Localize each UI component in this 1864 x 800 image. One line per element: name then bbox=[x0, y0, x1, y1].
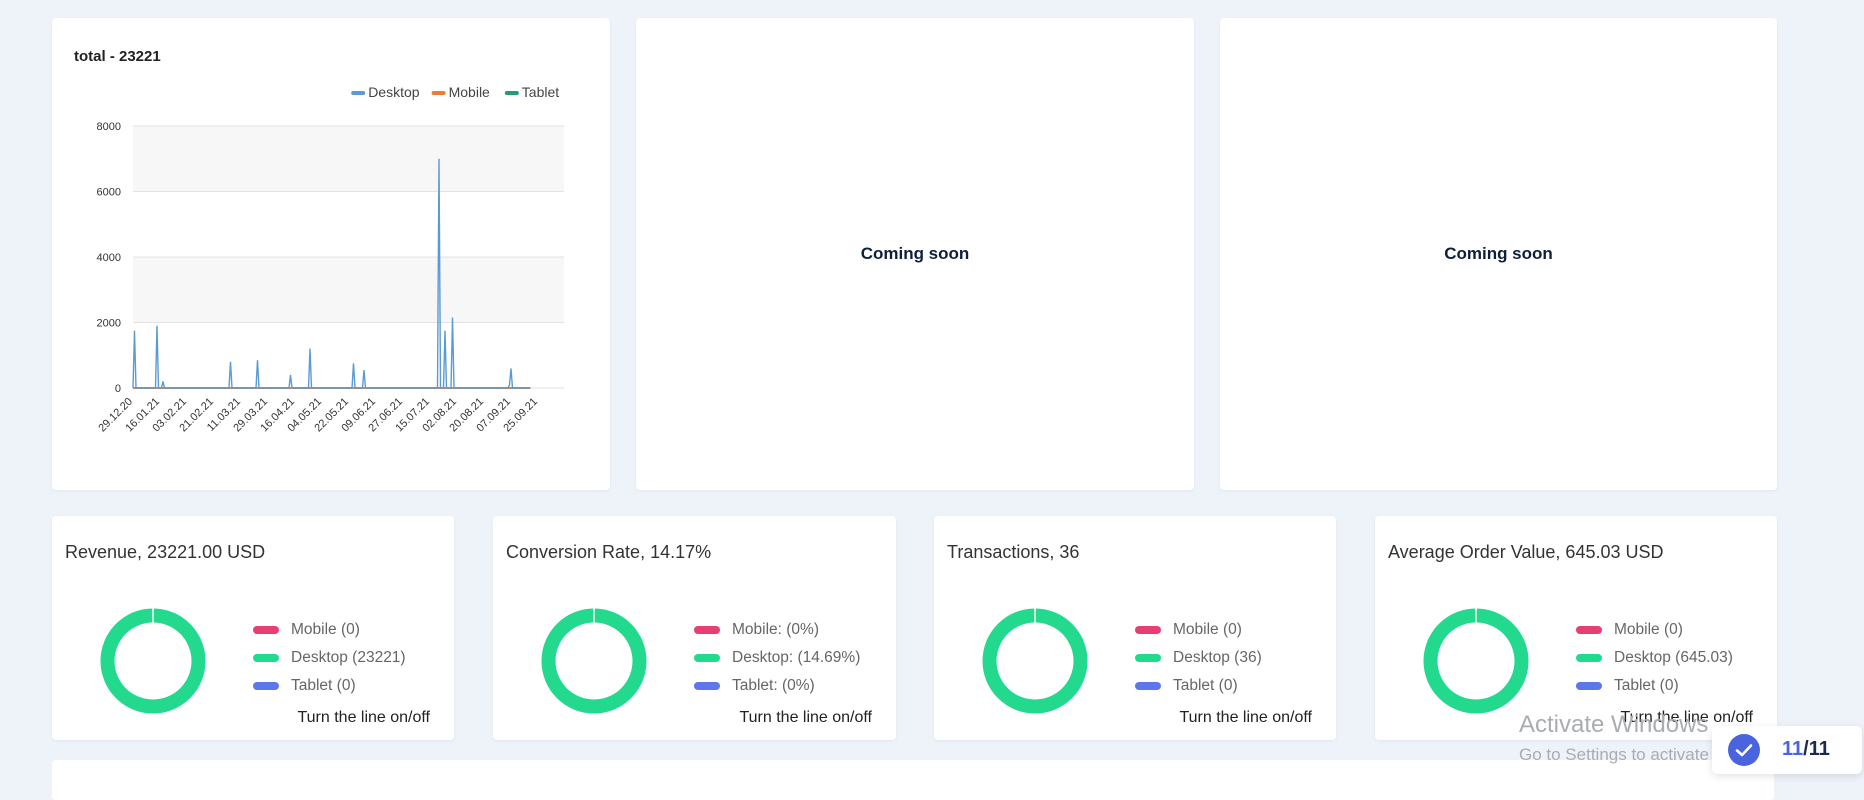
kpi-legend: Mobile (0) Desktop (23221) Tablet (0) bbox=[253, 616, 406, 700]
legend-label: Desktop (23221) bbox=[291, 649, 406, 666]
legend-swatch bbox=[504, 91, 519, 95]
kpi-legend: Mobile: (0%) Desktop: (14.69%) Tablet: (… bbox=[694, 616, 860, 700]
legend-item-mobile[interactable]: Mobile (0) bbox=[1576, 616, 1733, 644]
donut-chart bbox=[541, 608, 647, 714]
legend-label: Mobile (0) bbox=[1614, 621, 1683, 638]
chart-band bbox=[133, 191, 564, 257]
chart-title: total - 23221 bbox=[74, 48, 161, 65]
mobile-swatch bbox=[1576, 626, 1602, 634]
legend-item-mobile[interactable]: Mobile bbox=[431, 84, 490, 100]
donut-chart bbox=[100, 608, 206, 714]
legend-label: Desktop: (14.69%) bbox=[732, 649, 861, 666]
average-order-value-card: Average Order Value, 645.03 USD Mobile (… bbox=[1375, 516, 1777, 740]
kpi-legend: Mobile (0) Desktop (36) Tablet (0) bbox=[1135, 616, 1262, 700]
chart-band bbox=[133, 257, 564, 323]
tablet-swatch bbox=[1135, 682, 1161, 690]
y-tick-label: 2000 bbox=[97, 318, 121, 330]
donut-slice-desktop[interactable] bbox=[100, 608, 206, 714]
donut-chart bbox=[982, 608, 1088, 714]
legend-item-desktop[interactable]: Desktop: (14.69%) bbox=[694, 644, 860, 672]
chart-band bbox=[133, 126, 564, 192]
legend-label: Desktop bbox=[368, 84, 420, 100]
progress-pager[interactable]: 11/11 bbox=[1712, 726, 1862, 774]
bottom-card bbox=[52, 760, 1774, 800]
legend-label: Tablet (0) bbox=[1614, 677, 1679, 694]
chart-band bbox=[133, 322, 564, 388]
activate-windows-watermark: Activate Windows Go to Settings to activ… bbox=[1519, 711, 1787, 765]
legend-item-desktop[interactable]: Desktop (645.03) bbox=[1576, 644, 1733, 672]
legend-label: Mobile bbox=[449, 84, 490, 100]
kpi-title: Average Order Value, 645.03 USD bbox=[1388, 542, 1664, 562]
mobile-swatch bbox=[253, 626, 279, 634]
series-line-desktop[interactable] bbox=[132, 158, 531, 389]
desktop-swatch bbox=[1576, 654, 1602, 662]
pager-current: 11 bbox=[1782, 738, 1804, 760]
legend-label: Mobile: (0%) bbox=[732, 621, 819, 638]
legend-item-tablet[interactable]: Tablet: (0%) bbox=[694, 672, 860, 700]
coming-soon-text: Coming soon bbox=[860, 244, 970, 263]
legend-item-mobile[interactable]: Mobile: (0%) bbox=[694, 616, 860, 644]
legend-item-tablet[interactable]: Tablet (0) bbox=[1135, 672, 1262, 700]
legend-label: Tablet (0) bbox=[1173, 677, 1238, 694]
coming-soon-card-2: Coming soon bbox=[1220, 18, 1777, 490]
conversion-rate-card: Conversion Rate, 14.17% Mobile: (0%) Des… bbox=[493, 516, 896, 740]
legend-item-tablet[interactable]: Tablet (0) bbox=[253, 672, 406, 700]
revenue-card: Revenue, 23221.00 USD Mobile (0) Desktop… bbox=[52, 516, 454, 740]
donut-chart bbox=[1423, 608, 1529, 714]
coming-soon-card-1: Coming soon bbox=[636, 18, 1194, 490]
coming-soon-text: Coming soon bbox=[1444, 244, 1553, 263]
toggle-line-link[interactable]: Turn the line on/off bbox=[739, 709, 872, 726]
legend-label: Tablet (0) bbox=[291, 677, 356, 694]
desktop-swatch bbox=[1135, 654, 1161, 662]
legend-label: Tablet: (0%) bbox=[732, 677, 815, 694]
legend-swatch bbox=[431, 91, 446, 95]
pager-total: /11 bbox=[1803, 738, 1830, 760]
legend-swatch bbox=[351, 91, 366, 95]
toggle-line-link[interactable]: Turn the line on/off bbox=[1179, 709, 1312, 726]
legend-item-desktop[interactable]: Desktop (36) bbox=[1135, 644, 1262, 672]
kpi-title: Revenue, 23221.00 USD bbox=[65, 542, 266, 562]
legend-item-mobile[interactable]: Mobile (0) bbox=[1135, 616, 1262, 644]
legend-item-tablet[interactable]: Tablet bbox=[504, 84, 559, 100]
kpi-title: Conversion Rate, 14.17% bbox=[506, 542, 712, 562]
mobile-swatch bbox=[1135, 626, 1161, 634]
y-tick-label: 6000 bbox=[97, 187, 121, 199]
pager-count: 11/11 bbox=[1782, 738, 1830, 761]
kpi-legend: Mobile (0) Desktop (645.03) Tablet (0) bbox=[1576, 616, 1733, 700]
transactions-card: Transactions, 36 Mobile (0) Desktop (36)… bbox=[934, 516, 1336, 740]
donut-slice-desktop[interactable] bbox=[1423, 608, 1529, 714]
mobile-swatch bbox=[694, 626, 720, 634]
donut-slice-desktop[interactable] bbox=[982, 608, 1088, 714]
watermark-title: Activate Windows bbox=[1519, 711, 1709, 738]
legend-label: Tablet bbox=[522, 84, 559, 100]
legend-label: Desktop (645.03) bbox=[1614, 649, 1733, 666]
legend-label: Desktop (36) bbox=[1173, 649, 1262, 666]
tablet-swatch bbox=[1576, 682, 1602, 690]
device-line-chart: 0200040006000800029.12.2016.01.2103.02.2… bbox=[96, 84, 564, 434]
legend-item-desktop[interactable]: Desktop (23221) bbox=[253, 644, 406, 672]
y-tick-label: 0 bbox=[115, 383, 121, 395]
y-tick-label: 4000 bbox=[97, 252, 121, 264]
desktop-swatch bbox=[694, 654, 720, 662]
kpi-title: Transactions, 36 bbox=[947, 542, 1080, 562]
toggle-line-link[interactable]: Turn the line on/off bbox=[1620, 709, 1753, 726]
legend-item-tablet[interactable]: Tablet (0) bbox=[1576, 672, 1733, 700]
tablet-swatch bbox=[253, 682, 279, 690]
y-tick-label: 8000 bbox=[97, 121, 121, 133]
desktop-swatch bbox=[253, 654, 279, 662]
legend-item-mobile[interactable]: Mobile (0) bbox=[253, 616, 406, 644]
donut-slice-desktop[interactable] bbox=[541, 608, 647, 714]
check-icon bbox=[1728, 734, 1760, 766]
legend-item-desktop[interactable]: Desktop bbox=[351, 84, 420, 100]
legend-label: Mobile (0) bbox=[291, 621, 360, 638]
device-chart-card: total - 23221 0 2000 4000 6000 8000 29.12.20 1… bbox=[52, 18, 610, 490]
toggle-line-link[interactable]: Turn the line on/off bbox=[297, 709, 430, 726]
legend-label: Mobile (0) bbox=[1173, 621, 1242, 638]
tablet-swatch bbox=[694, 682, 720, 690]
